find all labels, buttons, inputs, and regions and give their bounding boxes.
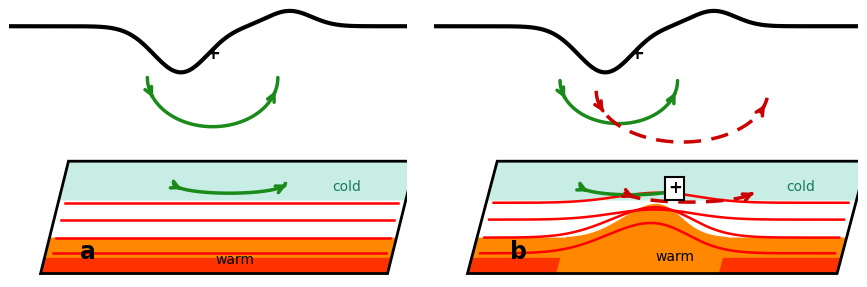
Text: warm: warm xyxy=(215,253,254,267)
Polygon shape xyxy=(557,204,728,274)
Text: +: + xyxy=(629,45,644,63)
Text: a: a xyxy=(81,240,96,264)
Text: warm: warm xyxy=(655,250,694,264)
Polygon shape xyxy=(59,161,415,201)
Polygon shape xyxy=(41,258,392,274)
Polygon shape xyxy=(486,161,867,201)
Polygon shape xyxy=(467,238,846,274)
Text: cold: cold xyxy=(333,180,362,194)
Polygon shape xyxy=(467,161,867,274)
Polygon shape xyxy=(467,258,841,274)
Text: +: + xyxy=(205,45,220,63)
Polygon shape xyxy=(41,238,396,274)
Text: b: b xyxy=(510,240,527,264)
Text: +: + xyxy=(668,179,681,197)
Polygon shape xyxy=(41,161,415,274)
Text: cold: cold xyxy=(786,180,815,194)
